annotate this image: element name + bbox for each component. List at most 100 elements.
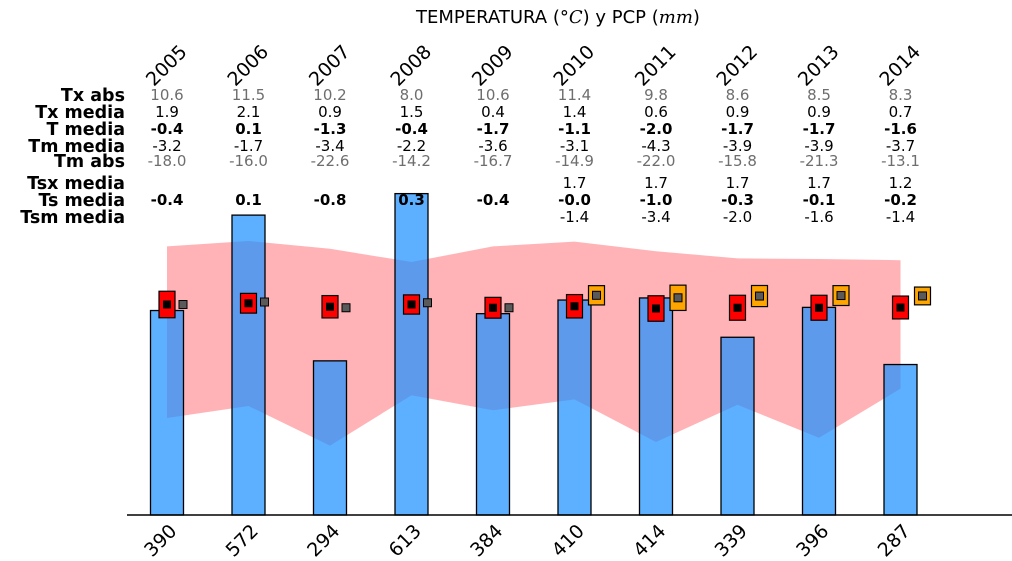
title-part-unit-pcp: mm: [659, 7, 693, 28]
year-label-2011: 2011: [631, 41, 681, 91]
cell-ts-media-2009: -0.4: [477, 191, 510, 209]
soil-mean-marker-2008: [423, 298, 432, 308]
cell-tsx-media-2010: 1.7: [563, 174, 587, 192]
air-mean-marker-2011: [652, 304, 660, 313]
year-label-2008: 2008: [386, 41, 436, 91]
cell-tm-media-2009: -3.6: [478, 137, 507, 155]
cell-t-media-2006: 0.1: [235, 120, 262, 138]
air-mean-marker-2005: [163, 300, 171, 309]
row-label-tsx-media: Tsx media: [27, 174, 125, 194]
temperature-markers: [158, 284, 932, 322]
cell-tsx-media-2013: 1.7: [807, 174, 831, 192]
year-label-2014: 2014: [875, 41, 925, 91]
cell-ts-media-2005: -0.4: [151, 191, 184, 209]
cell-tm-media-2006: -1.7: [234, 137, 263, 155]
precipitation-label-2010: 410: [548, 520, 589, 561]
precipitation-label-2011: 414: [629, 520, 670, 561]
cell-t-media-2009: -1.7: [477, 120, 510, 138]
row-label-t-media: T media: [47, 120, 125, 140]
cell-tm-media-2012: -3.9: [723, 137, 752, 155]
row-label-tsm-media: Tsm media: [20, 208, 125, 228]
soil-mean-marker-2011: [673, 293, 683, 303]
precipitation-bar-2006: [231, 214, 266, 516]
cell-tm-abs-2011: -22.0: [637, 152, 676, 170]
cell-ts-media-2008: 0.3: [398, 191, 425, 209]
soil-mean-marker-2012: [755, 291, 764, 301]
cell-t-media-2005: -0.4: [151, 120, 184, 138]
air-mean-marker-2014: [896, 303, 905, 312]
precipitation-bar-2007: [312, 360, 348, 516]
cell-t-media-2008: -0.4: [395, 120, 428, 138]
cell-tm-abs-2012: -15.8: [718, 152, 757, 170]
cell-tx-abs-2013: 8.5: [807, 86, 831, 104]
year-label-2009: 2009: [468, 41, 518, 91]
precipitation-bar-2013: [801, 306, 837, 516]
cell-tx-media-2008: 1.5: [400, 103, 424, 121]
temperature-range-band: [167, 241, 901, 446]
cell-tx-media-2014: 0.7: [889, 103, 913, 121]
cell-ts-media-2013: -0.1: [803, 191, 836, 209]
air-mean-marker-2006: [244, 299, 253, 308]
row-label-tx-abs: Tx abs: [61, 86, 125, 106]
precipitation-label-2009: 384: [466, 520, 507, 561]
cell-tsx-media-2011: 1.7: [644, 174, 668, 192]
soil-mean-marker-2009: [504, 303, 514, 313]
cell-tsm-media-2011: -3.4: [641, 208, 670, 226]
cell-ts-media-2014: -0.2: [884, 191, 917, 209]
precipitation-label-2013: 396: [792, 520, 833, 561]
cell-t-media-2011: -2.0: [640, 120, 673, 138]
air-mean-marker-2007: [326, 302, 334, 311]
cell-t-media-2010: -1.1: [558, 120, 591, 138]
cell-t-media-2014: -1.6: [884, 120, 917, 138]
temperature-range-band-layer: [167, 241, 901, 446]
row-label-tx-media: Tx media: [35, 103, 125, 123]
precipitation-bar-2011: [638, 297, 674, 516]
air-mean-marker-2013: [815, 303, 823, 312]
cell-ts-media-2010: -0.0: [558, 191, 591, 209]
cell-tm-media-2014: -3.7: [886, 137, 915, 155]
cell-tm-abs-2006: -16.0: [229, 152, 268, 170]
cell-tm-abs-2008: -14.2: [392, 152, 431, 170]
year-label-2005: 2005: [142, 41, 192, 91]
air-mean-marker-2010: [570, 302, 579, 311]
cell-t-media-2013: -1.7: [803, 120, 836, 138]
cell-tx-abs-2008: 8.0: [400, 86, 424, 104]
cell-tm-media-2007: -3.4: [315, 137, 344, 155]
soil-mean-marker-2013: [836, 291, 846, 301]
title-part-1: TEMPERATURA (: [415, 7, 560, 28]
cell-tx-abs-2012: 8.6: [726, 86, 750, 104]
cell-tm-media-2005: -3.2: [152, 137, 181, 155]
cell-ts-media-2007: -0.8: [314, 191, 347, 209]
year-label-2013: 2013: [794, 41, 844, 91]
row-label-tm-media: Tm media: [28, 137, 125, 157]
chart-title: TEMPERATURA (°C) y PCP (mm): [415, 7, 700, 28]
cell-tx-media-2006: 2.1: [237, 103, 261, 121]
cell-tx-media-2007: 0.9: [318, 103, 342, 121]
precipitation-bars: [149, 192, 918, 516]
air-mean-marker-2008: [407, 300, 416, 309]
cell-tx-abs-2007: 10.2: [313, 86, 346, 104]
row-label-ts-media: Ts media: [38, 191, 125, 211]
title-part-2: ) y PCP (: [583, 7, 659, 28]
precipitation-bar-2010: [557, 299, 592, 516]
year-label-2006: 2006: [223, 41, 273, 91]
cell-tx-media-2013: 0.9: [807, 103, 831, 121]
precipitation-label-2012: 339: [711, 520, 752, 561]
cell-tx-media-2012: 0.9: [726, 103, 750, 121]
cell-tm-abs-2005: -18.0: [148, 152, 187, 170]
cell-tx-abs-2009: 10.6: [476, 86, 509, 104]
cell-tx-abs-2005: 10.6: [150, 86, 183, 104]
cell-tsm-media-2013: -1.6: [804, 208, 833, 226]
title-part-unit-temp: °C: [560, 7, 583, 28]
cell-tx-media-2010: 1.4: [563, 103, 587, 121]
title-part-3: ): [693, 7, 700, 28]
cell-tsm-media-2014: -1.4: [886, 208, 915, 226]
soil-mean-marker-2006: [260, 297, 269, 307]
precipitation-bar-2014: [883, 363, 918, 516]
cell-tx-media-2005: 1.9: [155, 103, 179, 121]
cell-tm-abs-2009: -16.7: [474, 152, 513, 170]
soil-mean-marker-2007: [341, 303, 351, 313]
cell-tm-abs-2014: -13.1: [881, 152, 920, 170]
cell-tx-media-2011: 0.6: [644, 103, 668, 121]
precipitation-label-2008: 613: [385, 520, 426, 561]
